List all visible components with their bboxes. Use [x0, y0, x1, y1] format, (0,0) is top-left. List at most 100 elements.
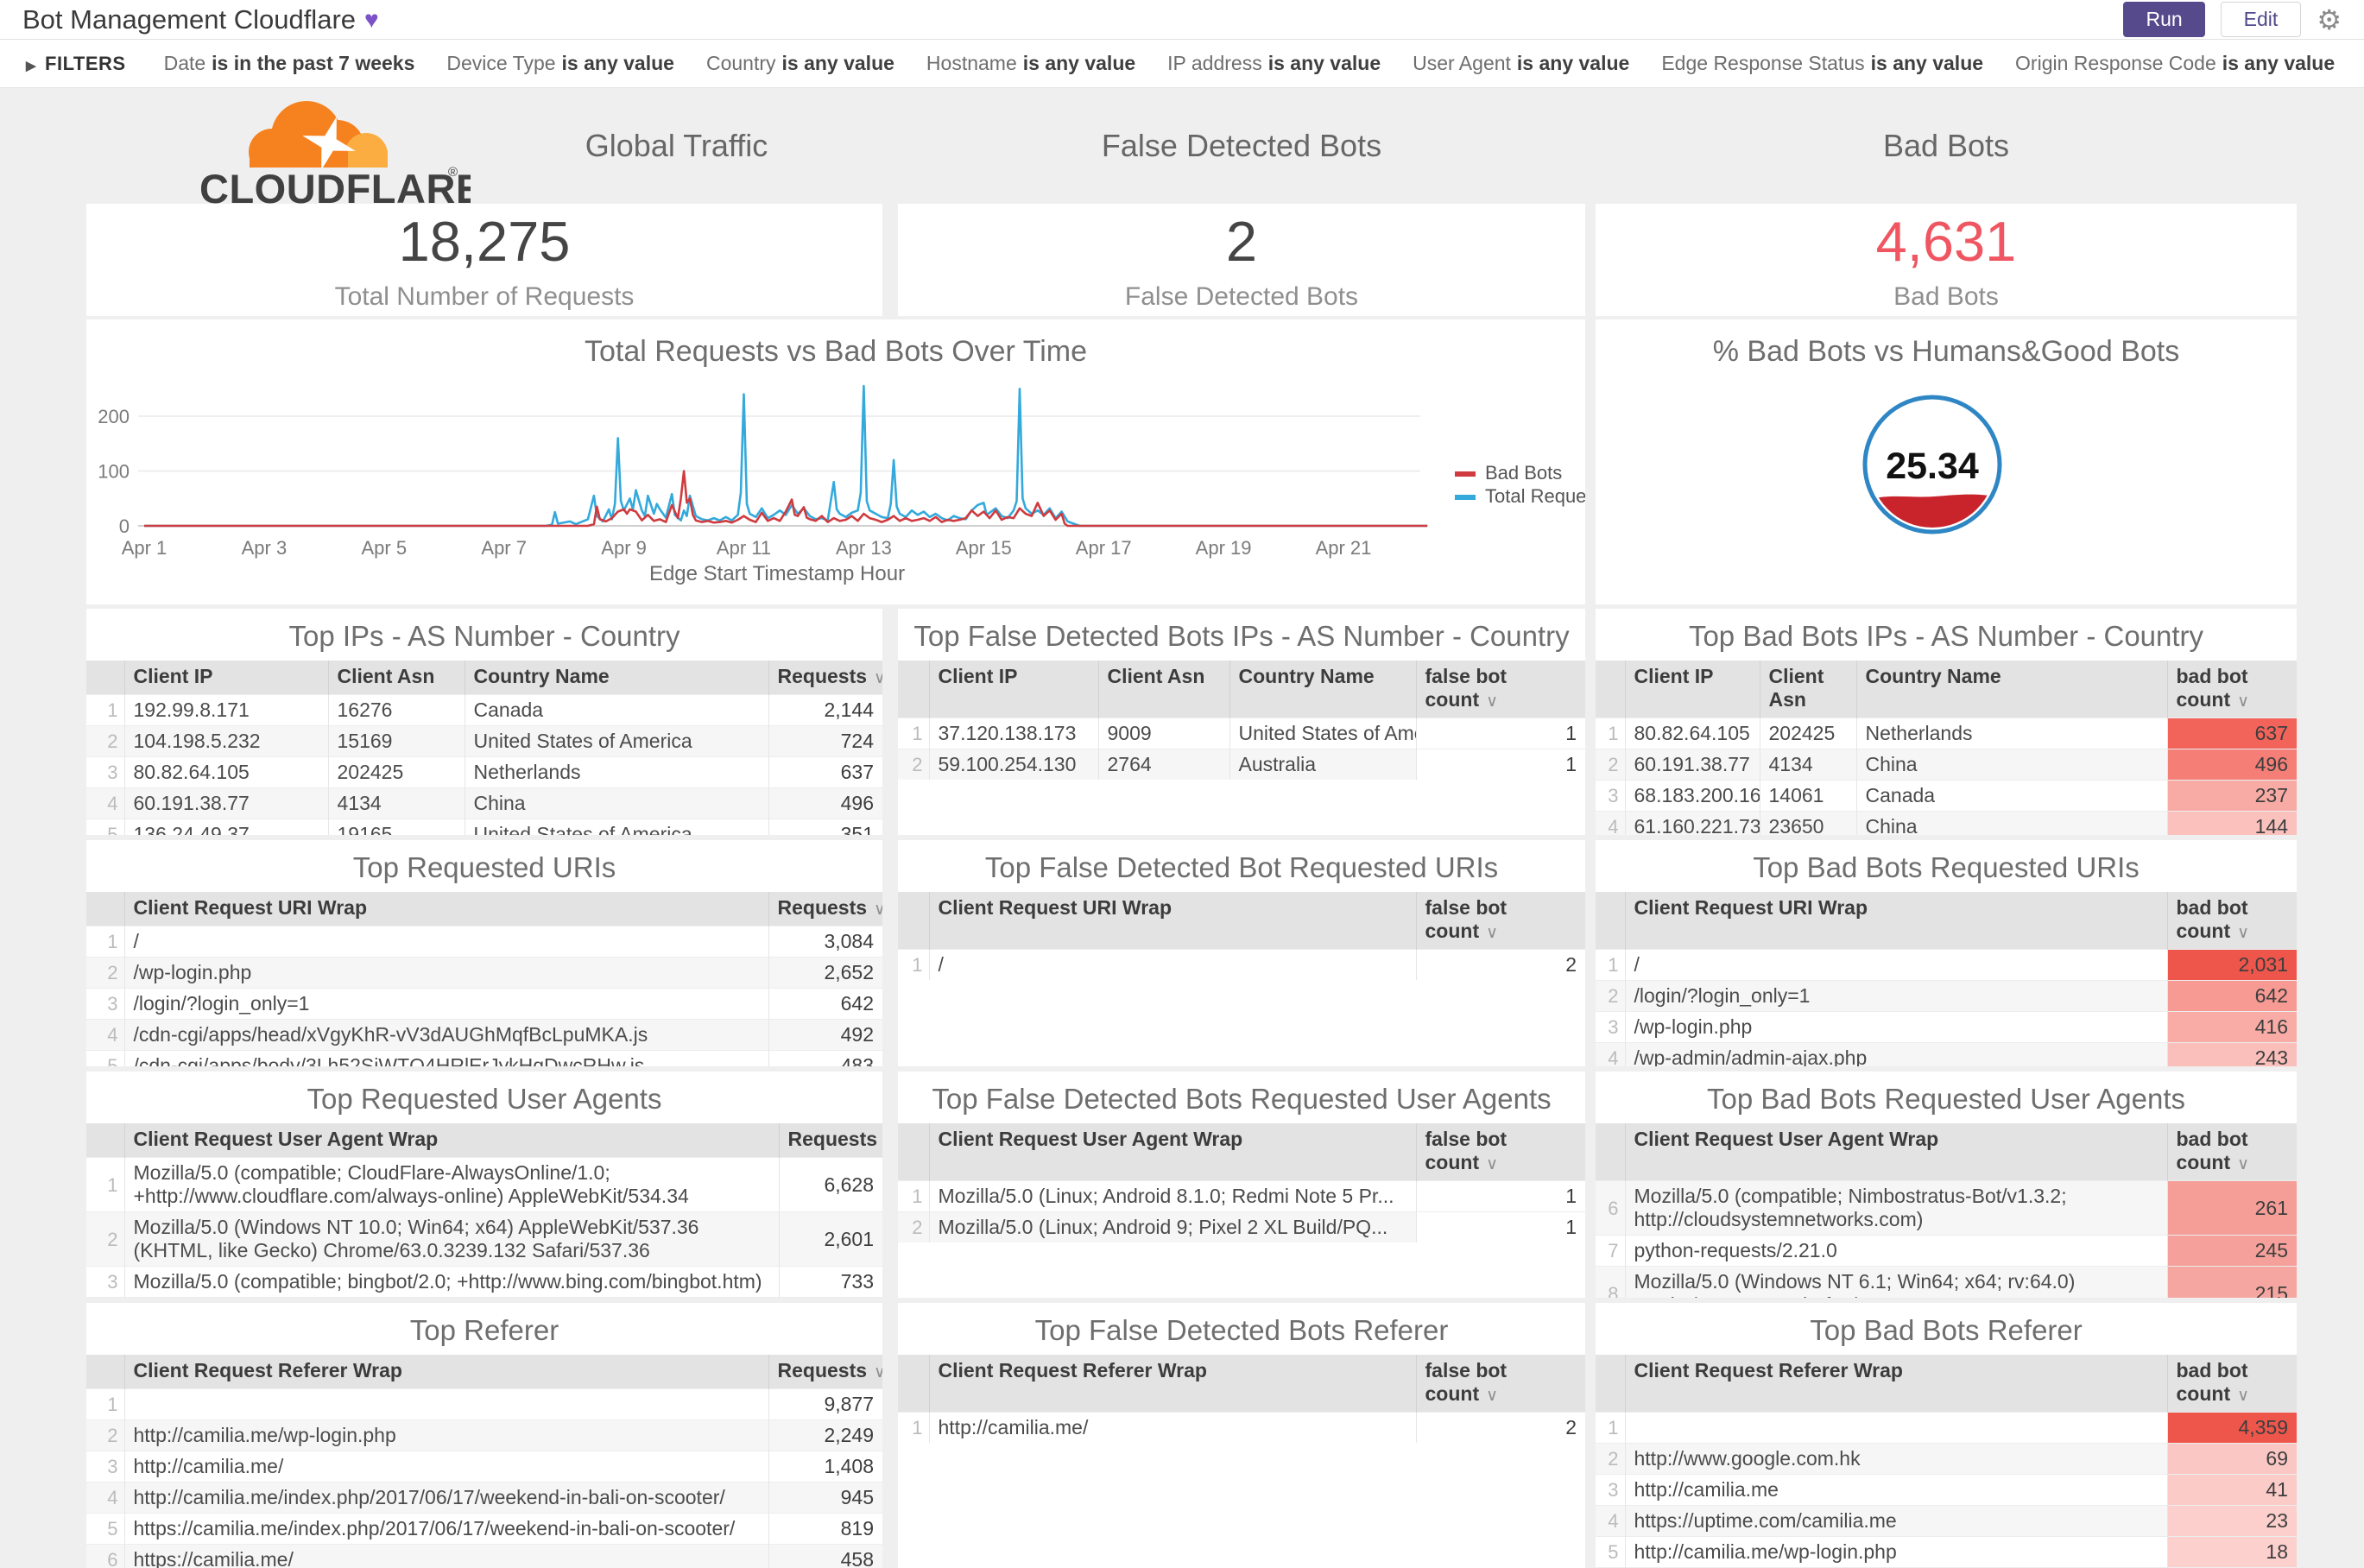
count-column-header[interactable]: bad bot count ∨	[2166, 1355, 2297, 1413]
count-column-header[interactable]: false bot count ∨	[1415, 892, 1585, 950]
table-row: 2/wp-login.php 2,652	[86, 957, 882, 989]
filter-chip-date[interactable]: Date is in the past 7 weeks	[163, 52, 415, 74]
sort-chevron-icon: ∨	[2237, 1155, 2250, 1173]
count-column-header[interactable]: false bot count ∨	[1415, 661, 1585, 718]
count-column-header[interactable]: bad bot count ∨	[2166, 892, 2297, 950]
card-title: Top Bad Bots Requested User Agents	[1706, 1083, 2185, 1115]
cell: 202425	[327, 756, 465, 788]
expand-triangle-icon: ▶	[26, 58, 37, 73]
stat-value: 18,275	[398, 209, 571, 273]
table-row: 1 192.99.8.171 16276 Canada 2,144	[86, 694, 882, 726]
row-number-header	[86, 1123, 124, 1158]
row-number: 5	[86, 819, 124, 835]
column-header[interactable]: Client Request Referer Wrap	[1624, 1355, 2167, 1413]
filter-chip-edge-response-status[interactable]: Edge Response Status is any value	[1661, 52, 1984, 74]
count-cell: 458	[768, 1544, 882, 1568]
table-row: 3 68.183.200.167 14061 Canada 237	[1596, 780, 2297, 812]
row-number: 3	[86, 988, 124, 1020]
column-header[interactable]: Client Asn	[1759, 661, 1856, 718]
stat-label: False Detected Bots	[1124, 281, 1359, 311]
cell: 15169	[327, 725, 465, 757]
table-row: 1 4,359	[1596, 1412, 2297, 1444]
row-number-header	[86, 892, 124, 926]
count-column-header[interactable]: bad bot count ∨	[2166, 661, 2297, 718]
gauge-card: % Bad Bots vs Humans&Good Bots 25.34	[1596, 319, 2297, 604]
count-column-header[interactable]: false bot count ∨	[1415, 1123, 1585, 1181]
table-row: 2 Mozilla/5.0 (Windows NT 10.0; Win64; x6…	[86, 1211, 882, 1267]
cell: Netherlands	[1855, 718, 2167, 749]
filter-chip-hostname[interactable]: Hostname is any value	[926, 52, 1136, 74]
sort-chevron-icon: ∨	[874, 1363, 882, 1381]
column-header[interactable]: Client Asn	[1097, 661, 1229, 718]
table-row: 5 http://camilia.me/wp-login.php 18	[1596, 1536, 2297, 1568]
count-column-header[interactable]: bad bot count ∨	[2166, 1123, 2297, 1181]
count-cell: 492	[768, 1019, 882, 1051]
filter-chip-country[interactable]: Country is any value	[705, 52, 894, 74]
row-number: 2	[898, 1211, 929, 1242]
column-header[interactable]: Client Request Referer Wrap	[123, 1355, 768, 1389]
count-column-header[interactable]: Requests∨	[768, 1355, 882, 1389]
cell: 68.183.200.167	[1624, 780, 1760, 812]
card-title: Top False Detected Bots IPs - AS Number …	[913, 620, 1570, 652]
row-number: 2	[86, 1211, 124, 1267]
column-header[interactable]: Client Request URI Wrap	[123, 892, 768, 926]
column-header[interactable]: Country Name	[464, 661, 768, 695]
count-column-header[interactable]: Requests∨	[768, 661, 882, 695]
cell: 59.100.254.130	[928, 749, 1098, 780]
column-header[interactable]: Client Asn	[327, 661, 465, 695]
cell: Mozilla/5.0 (compatible; Nimbostratus-Bo…	[1624, 1180, 2167, 1236]
filters-toggle[interactable]: ▶ FILTERS	[26, 52, 126, 74]
cell	[123, 1297, 779, 1298]
edit-button[interactable]: Edit	[2220, 2, 2302, 37]
filter-chip-device-type[interactable]: Device Type is any value	[446, 52, 674, 74]
count-column-header[interactable]: Requests∨	[778, 1123, 882, 1158]
heart-icon: ♥	[364, 5, 379, 33]
card-false-bot-user-agents: Top False Detected Bots Requested User A…	[898, 1072, 1585, 1298]
svg-text:Apr 9: Apr 9	[601, 537, 647, 559]
row-number: 2	[1596, 980, 1625, 1012]
column-header[interactable]: Client Request Referer Wrap	[928, 1355, 1416, 1413]
top-bar: Bot Management Cloudflare ♥ Run Edit ⚙	[0, 0, 2364, 40]
cell: python-requests/2.21.0	[1624, 1235, 2167, 1267]
cloudflare-cloud-icon	[249, 101, 388, 168]
filter-chip-user-agent[interactable]: User Agent is any value	[1413, 52, 1630, 74]
row-number: 5	[86, 1513, 124, 1545]
run-button[interactable]: Run	[2123, 2, 2205, 37]
cell: Mozilla/5.0 (Linux; Android 9; Pixel 2 X…	[928, 1211, 1416, 1242]
card-title: Top False Detected Bots Requested User A…	[932, 1083, 1552, 1115]
table-row: 2 59.100.254.130 2764 Australia 1	[898, 749, 1585, 780]
cell: 4134	[327, 787, 465, 819]
column-header[interactable]: Client IP	[928, 661, 1098, 718]
column-header[interactable]: Client IP	[1624, 661, 1760, 718]
cell: http://camilia.me/	[928, 1412, 1416, 1443]
svg-text:Apr 3: Apr 3	[242, 537, 288, 559]
count-column-header[interactable]: false bot count ∨	[1415, 1355, 1585, 1413]
column-header[interactable]: Country Name	[1855, 661, 2167, 718]
cell: Mozilla/5.0 (Linux; Android 8.1.0; Redmi…	[928, 1180, 1416, 1212]
cell: Canada	[464, 694, 768, 726]
section-header-false-detected-bots: False Detected Bots	[1101, 128, 1382, 163]
column-header[interactable]: Client Request URI Wrap	[1624, 892, 2167, 950]
row-number: 3	[1596, 1474, 1625, 1506]
column-header[interactable]: Client Request User Agent Wrap	[928, 1123, 1416, 1181]
svg-text:% Bad Bots vs Humans&Good Bots: % Bad Bots vs Humans&Good Bots	[1713, 335, 2179, 368]
column-header[interactable]: Country Name	[1229, 661, 1416, 718]
card-bad-bot-user-agents: Top Bad Bots Requested User Agents Client…	[1596, 1072, 2297, 1298]
column-header[interactable]: Client Request URI Wrap	[928, 892, 1416, 950]
column-header[interactable]: Client Request User Agent Wrap	[123, 1123, 779, 1158]
column-header[interactable]: Client Request User Agent Wrap	[1624, 1123, 2167, 1181]
filter-chip-origin-response-code[interactable]: Origin Response Code is any value	[2015, 52, 2336, 74]
row-number: 3	[86, 1266, 124, 1298]
cell: http://www.google.com.hk	[1624, 1443, 2167, 1475]
count-column-header[interactable]: Requests∨	[768, 892, 882, 926]
column-header[interactable]: Client IP	[123, 661, 328, 695]
gear-icon[interactable]: ⚙	[2317, 3, 2342, 35]
stat-label: Bad Bots	[1893, 281, 1999, 311]
svg-text:25.34: 25.34	[1886, 446, 1979, 487]
svg-text:Apr 11: Apr 11	[717, 537, 771, 559]
table-row: 3 http://camilia.me/1,408	[86, 1451, 882, 1483]
count-cell: 243	[2166, 1042, 2297, 1066]
row-number: 3	[86, 756, 124, 788]
cell: Mozilla/5.0 (compatible; CloudFlare-Alwa…	[123, 1157, 779, 1212]
filter-chip-ip-address[interactable]: IP address is any value	[1167, 52, 1381, 74]
